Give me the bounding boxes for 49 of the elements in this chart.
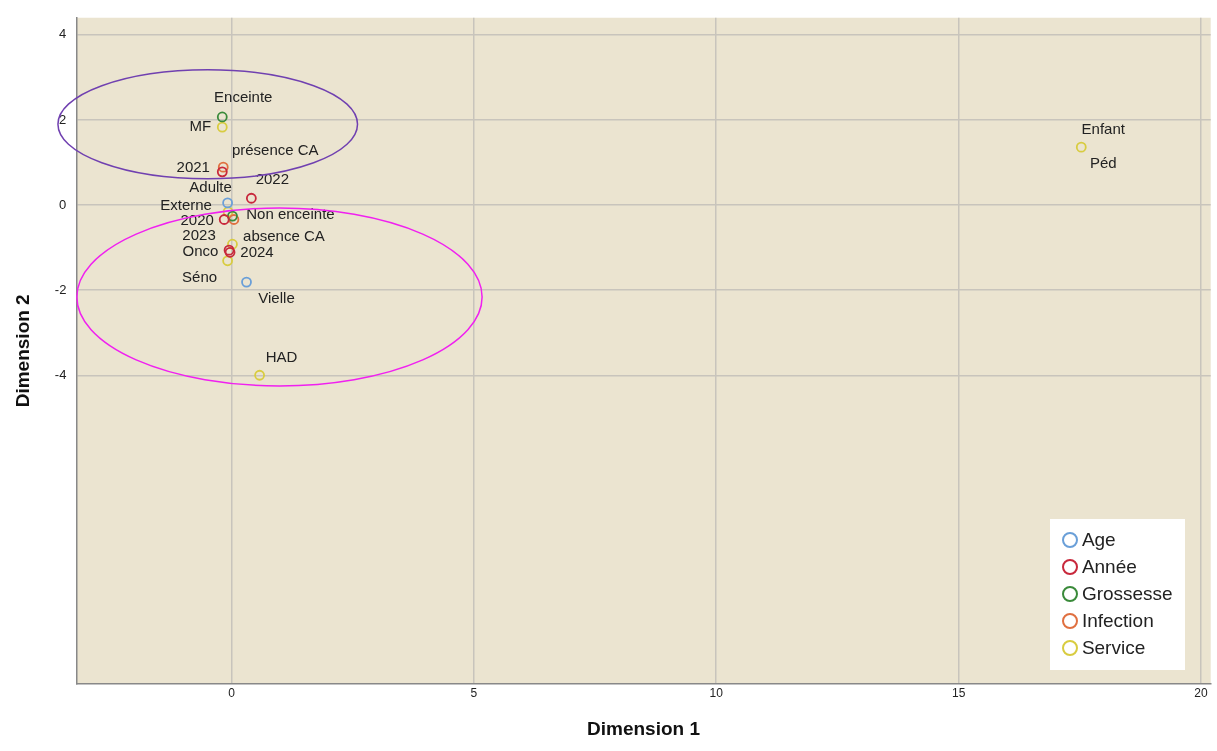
annotation: 2021	[176, 157, 210, 175]
legend-label: Infection	[1081, 610, 1154, 633]
point	[254, 369, 265, 381]
annotation: HAD	[265, 348, 298, 366]
x-tick-label: 15	[951, 686, 966, 701]
legend-label: Age	[1081, 529, 1116, 552]
x-tick-label: 10	[709, 686, 724, 701]
y-tick-label: -2	[54, 281, 67, 297]
annotation: Vielle	[258, 289, 295, 307]
annotation: Non enceinte	[246, 205, 335, 223]
x-tick-label: 20	[1194, 686, 1208, 701]
y-tick-label: -4	[54, 366, 67, 382]
annotation: Externe	[160, 196, 212, 213]
point	[1075, 141, 1087, 153]
y-tick-label: 2	[59, 111, 67, 127]
point	[216, 121, 228, 133]
annotation: Adulte	[189, 178, 232, 196]
y-tick-label: 0	[59, 196, 67, 212]
point	[222, 197, 234, 209]
y-tick-label: 4	[59, 26, 67, 42]
point	[216, 166, 228, 178]
x-axis-title: Dimension 1	[587, 717, 701, 739]
annotation: absence CA	[243, 226, 325, 244]
y-axis-title: Dimension 2	[11, 294, 33, 408]
point	[222, 255, 234, 267]
legend-label: Service	[1081, 637, 1146, 660]
x-tick-label: 0	[228, 686, 236, 701]
annotation: 2023	[182, 226, 216, 244]
point	[245, 192, 257, 204]
point	[217, 161, 229, 173]
annotation: 2020	[180, 210, 214, 228]
annotation: MF	[189, 117, 212, 135]
point	[228, 214, 240, 225]
annotation: 2024	[240, 243, 274, 261]
point	[241, 276, 252, 288]
annotation: Séno	[182, 267, 218, 285]
annotation: Enceinte	[214, 88, 273, 106]
annotation: Péd	[1089, 154, 1117, 172]
legend-label: Grossesse	[1081, 583, 1173, 606]
x-tick-label: 5	[470, 686, 478, 701]
point	[218, 214, 230, 225]
legend-label: Année	[1081, 556, 1137, 579]
annotation: présence CA	[231, 141, 319, 159]
annotation: Enfant	[1081, 120, 1126, 138]
point	[227, 210, 238, 222]
point	[227, 238, 238, 250]
point	[216, 111, 228, 123]
annotation: Onco	[182, 242, 219, 260]
point	[222, 206, 234, 218]
